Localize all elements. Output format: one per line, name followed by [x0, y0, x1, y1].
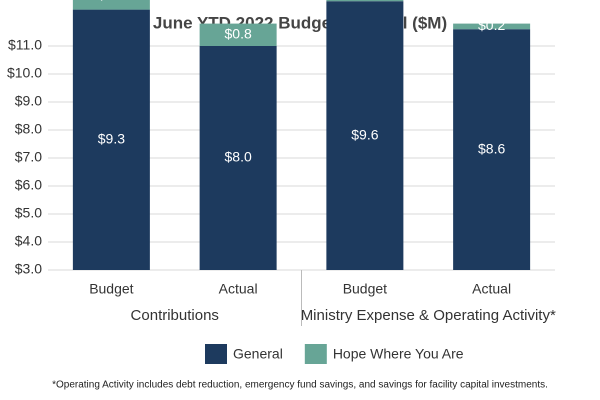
- data-label: $0.8: [225, 26, 252, 42]
- bar-segment: [72, 9, 150, 270]
- y-tick-label: $8.0: [15, 121, 42, 137]
- bar-segment: [326, 0, 404, 2]
- y-tick-label: $9.0: [15, 93, 42, 109]
- data-label: $9.6: [351, 126, 378, 142]
- data-label: $8.6: [478, 140, 505, 156]
- x-tick-label: Actual: [472, 281, 511, 297]
- y-tick-label: $6.0: [15, 177, 42, 193]
- y-tick-label: $7.0: [15, 149, 42, 165]
- bar-segment: [199, 46, 277, 270]
- y-tick-label: $11.0: [8, 37, 42, 53]
- data-label: $8.0: [225, 149, 252, 165]
- group-label: Ministry Expense & Operating Activity*: [301, 307, 556, 324]
- bar-segment: [453, 29, 531, 271]
- data-label: $1.0: [98, 0, 125, 2]
- legend-swatch: [205, 344, 227, 364]
- bar-segment: [453, 23, 531, 30]
- legend-label: General: [233, 346, 283, 362]
- data-label: $0.2: [478, 17, 505, 33]
- x-tick-label: Actual: [219, 281, 258, 297]
- legend-swatch: [304, 344, 327, 364]
- bar-segment: [199, 23, 277, 46]
- y-tick-label: $4.0: [15, 233, 42, 249]
- y-tick-label: $10.0: [7, 65, 42, 81]
- legend-label: Hope Where You Are: [333, 346, 464, 362]
- y-tick-label: $3.0: [15, 261, 42, 277]
- group-label: Contributions: [131, 307, 219, 324]
- y-tick-label: $5.0: [15, 205, 42, 221]
- footnote: *Operating Activity includes debt reduct…: [52, 380, 548, 391]
- bar-segment: [326, 1, 404, 270]
- bar-segment: [72, 0, 150, 10]
- data-label: $9.3: [98, 131, 125, 147]
- x-tick-label: Budget: [89, 281, 133, 297]
- x-tick-label: Budget: [343, 281, 387, 297]
